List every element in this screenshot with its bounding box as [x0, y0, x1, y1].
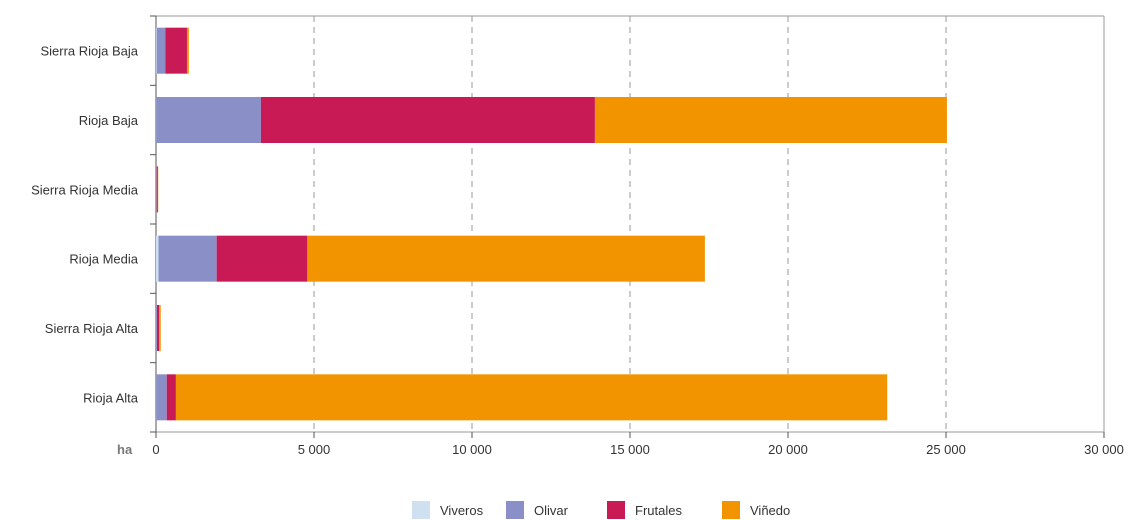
legend-swatch-3 [722, 501, 740, 519]
category-label-4: Sierra Rioja Alta [45, 321, 139, 336]
bar-viñedo-5 [175, 374, 888, 421]
x-tick-label-2: 10 000 [452, 442, 492, 457]
category-label-0: Sierra Rioja Baja [40, 44, 138, 59]
legend-swatch-2 [607, 501, 625, 519]
legend-label-1: Olivar [534, 502, 568, 518]
legend-item-0: Viveros [412, 500, 483, 520]
bar-viveros-0 [156, 27, 157, 74]
legend: Viveros Olivar Frutales Viñedo [0, 500, 1134, 520]
category-label-1: Rioja Baja [79, 113, 139, 128]
legend-label-2: Frutales [635, 502, 682, 518]
legend-swatch-1 [506, 501, 524, 519]
bar-olivar-5 [156, 374, 167, 421]
bar-viñedo-3 [307, 235, 705, 282]
bar-olivar-4 [156, 305, 157, 351]
legend-item-2: Frutales [607, 500, 682, 520]
bar-frutales-1 [260, 97, 595, 143]
bar-viveros-3 [156, 235, 159, 282]
bar-viñedo-1 [594, 97, 947, 143]
legend-item-1: Olivar [506, 500, 568, 520]
legend-label-3: Viñedo [750, 502, 791, 518]
x-tick-label-6: 30 000 [1084, 442, 1124, 457]
bar-frutales-5 [166, 374, 176, 421]
bar-frutales-2 [156, 166, 158, 213]
x-tick-label-4: 20 000 [768, 442, 808, 457]
bar-olivar-3 [158, 235, 217, 282]
x-tick-label-1: 5 000 [298, 442, 331, 457]
chart-svg: 0 5 000 10 000 15 000 20 000 25 000 30 000 ha Si… [31, 15, 1124, 457]
bar-olivar-0 [156, 27, 166, 74]
x-tick-label-0: 0 [152, 442, 159, 457]
x-tick-label-5: 25 000 [926, 442, 966, 457]
bar-frutales-4 [156, 305, 160, 351]
category-label-5: Rioja Alta [83, 390, 139, 405]
legend-item-3: Viñedo [722, 500, 790, 520]
x-axis-label: ha [117, 442, 133, 457]
legend-label-0: Viveros [440, 502, 484, 518]
bar-olivar-1 [156, 97, 261, 143]
x-tick-label-3: 15 000 [610, 442, 650, 457]
bar-frutales-0 [165, 27, 187, 74]
category-label-3: Rioja Media [69, 252, 138, 267]
bar-viñedo-4 [159, 305, 161, 351]
bar-viñedo-0 [186, 27, 189, 74]
legend-swatch-0 [412, 501, 430, 519]
bar-frutales-3 [216, 235, 308, 282]
category-label-2: Sierra Rioja Media [31, 182, 139, 197]
